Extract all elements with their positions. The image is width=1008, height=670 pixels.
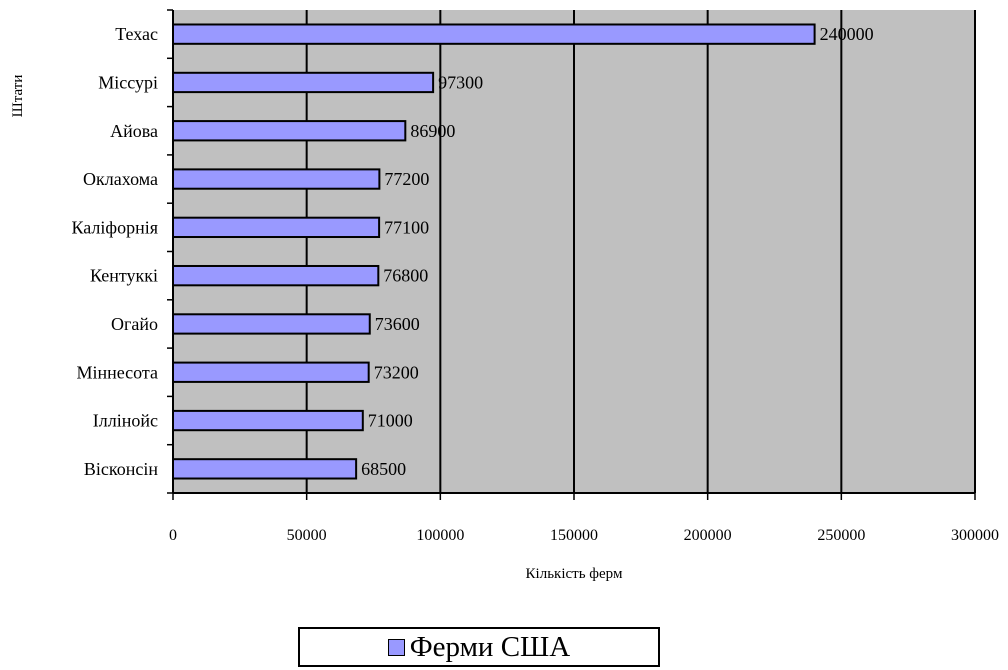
bar <box>172 120 407 142</box>
x-tick-label: 250000 <box>817 527 865 544</box>
x-tick-label: 150000 <box>550 527 598 544</box>
data-label: 77100 <box>384 217 429 237</box>
category-label: Каліфорнія <box>72 217 158 237</box>
data-label: 86900 <box>410 121 455 141</box>
data-label: 97300 <box>438 72 483 92</box>
data-label: 77200 <box>384 169 429 189</box>
category-label: Міссурі <box>98 72 158 92</box>
data-label: 73200 <box>374 362 419 382</box>
x-axis-title: Кількість ферм <box>526 566 623 582</box>
legend-swatch <box>387 638 405 656</box>
bar <box>172 168 381 190</box>
axes <box>167 9 976 500</box>
data-label: 71000 <box>368 411 413 431</box>
category-label: Кентуккі <box>90 266 158 286</box>
category-label: Іллінойс <box>93 411 158 431</box>
legend: Ферми США <box>298 627 660 667</box>
category-label: Вісконсін <box>84 459 158 479</box>
x-tick-label: 0 <box>169 527 177 544</box>
data-label: 73600 <box>375 314 420 334</box>
category-label: Техас <box>115 24 158 44</box>
data-label: 68500 <box>361 459 406 479</box>
bar <box>172 361 370 383</box>
bar <box>172 409 364 432</box>
category-label: Огайо <box>111 314 158 334</box>
bar <box>172 216 381 239</box>
category-label: Оклахома <box>83 169 158 189</box>
labels: 0 50000 100000 150000 200000 250000 300000 Теха… <box>72 24 999 544</box>
bar <box>172 458 358 480</box>
data-label: 76800 <box>383 266 428 286</box>
x-tick-label: 50000 <box>287 527 327 544</box>
x-tick-label: 300000 <box>951 527 999 544</box>
data-label: 240000 <box>820 24 874 44</box>
bar <box>172 313 371 335</box>
x-tick-label: 100000 <box>416 527 464 544</box>
bar <box>172 264 380 287</box>
category-label: Міннесота <box>76 362 158 382</box>
bar <box>172 23 816 45</box>
legend-label: Ферми США <box>409 630 571 663</box>
y-axis-title: Штати <box>10 75 26 118</box>
bar <box>172 71 435 94</box>
x-tick-label: 200000 <box>684 527 732 544</box>
category-label: Айова <box>110 121 158 141</box>
